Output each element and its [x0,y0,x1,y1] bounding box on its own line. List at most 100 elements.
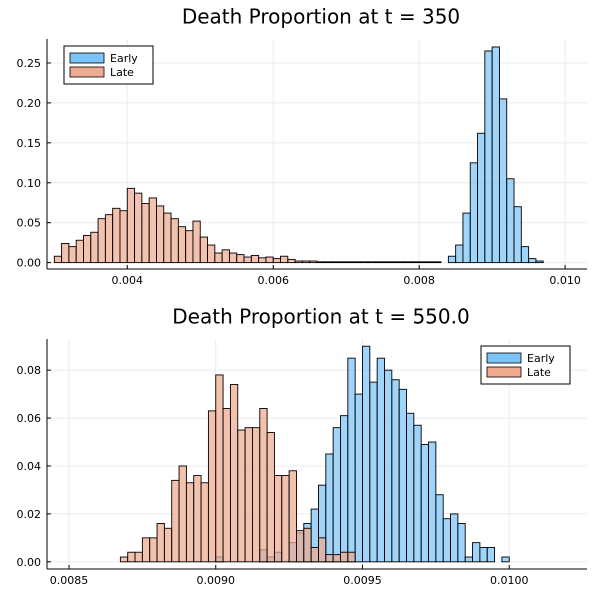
bar-late [367,261,376,264]
bar-late [185,230,194,264]
bar-late [83,235,92,264]
y-tick-label: 0.04 [17,460,42,473]
bar-early [472,542,481,563]
bar-late [244,427,253,563]
bar-late [287,258,296,264]
bar-late [119,210,128,264]
bar-early [376,357,385,563]
bar-early [325,453,334,563]
bar-late [170,218,179,264]
bar-late [237,429,246,563]
bar-late [332,554,341,563]
legend-swatch-early [486,352,522,364]
bar-late [53,255,63,264]
x-tick-label: 0.0095 [343,574,382,587]
bar-late [273,475,283,563]
bar-early [354,393,363,563]
bar-late [68,246,77,264]
x-tick-label: 0.006 [257,274,289,287]
bar-late [426,261,435,264]
bar-early [362,345,371,563]
bar-late [104,214,114,264]
bar-late [228,252,238,264]
series-late [119,374,356,563]
bar-late [75,239,84,264]
bar-late [185,482,195,563]
bar-early [447,255,457,264]
bar-late [345,261,354,264]
bar-late [199,236,208,264]
bar-late [207,244,216,264]
bar-late [411,261,420,264]
bar-late [353,261,362,264]
bar-late [323,261,333,264]
bar-late [404,261,413,264]
bar-early [406,412,415,563]
bar-late [236,254,245,264]
bar-early [369,381,378,563]
y-tick-label: 0.00 [17,556,42,569]
bar-late [301,260,311,264]
bar-late [149,537,158,563]
bar-late [374,261,384,264]
bar-early [491,46,500,264]
bar-early [469,162,478,264]
x-tick-label: 0.0100 [490,574,529,587]
y-tick-label: 0.05 [17,217,42,230]
chart-title: Death Proportion at t = 350 [182,5,460,29]
legend-swatch-early [69,52,105,64]
x-tick-label: 0.0085 [50,574,89,587]
bar-late [338,261,347,264]
bar-late [148,197,157,264]
bar-late [280,255,289,264]
bar-early [384,369,393,563]
bar-late [229,384,239,563]
bar-late [112,207,121,264]
bar-late [215,374,224,563]
x-tick-label: 0.004 [112,274,144,287]
bar-early [332,427,341,563]
bar-early [455,244,464,264]
bar-late [178,465,187,563]
bar-late [141,203,150,264]
bar-late [163,212,172,264]
bar-early [501,556,510,563]
y-tick-label: 0.15 [17,137,42,150]
bar-early [535,260,544,264]
y-tick-label: 0.25 [17,57,42,70]
legend-label-late: Late [110,66,134,79]
bar-early [435,494,444,563]
bar-late [126,187,136,264]
bar-early [442,518,451,563]
bar-late [177,226,187,264]
bar-early [428,441,437,563]
x-tick-label: 0.010 [549,274,581,287]
bar-early [477,132,486,264]
bar-late [288,470,297,563]
bar-late [389,261,398,264]
bar-late [294,260,303,264]
bar-early [450,513,459,563]
legend-box [63,45,154,85]
bar-late [141,537,151,563]
bar-late [222,408,231,563]
bar-late [272,258,281,264]
series-late [53,187,442,264]
bar-late [251,427,261,563]
bar-late [396,261,406,264]
bar-early [528,258,537,264]
bar-late [156,205,165,264]
y-tick-label: 0.06 [17,412,42,425]
bar-late [207,410,217,563]
bar-late [310,546,319,563]
bar-late [221,249,230,264]
y-tick-label: 0.08 [17,364,42,377]
bar-late [331,261,340,264]
legend-swatch-late [486,366,522,378]
bar-early [340,415,349,563]
bar-late [325,554,334,563]
bar-early [462,212,471,264]
bar-late [61,242,70,264]
